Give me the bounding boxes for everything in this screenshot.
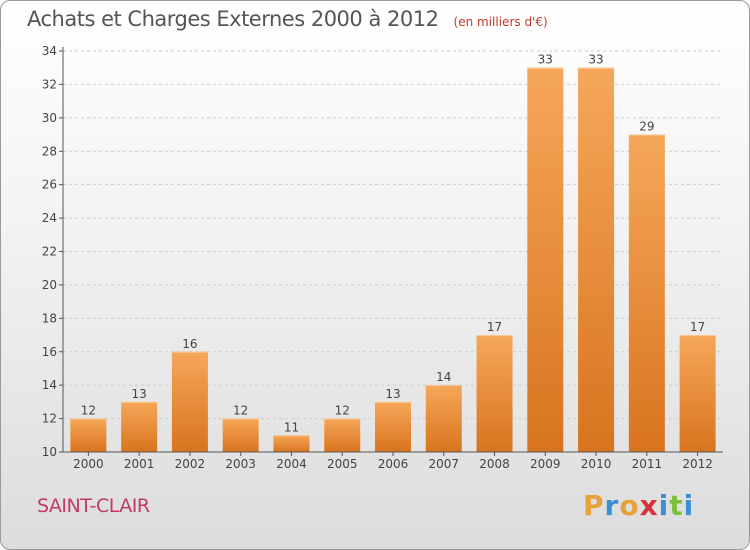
bar-value-label: 11 [284, 420, 299, 434]
y-tick-label: 26 [42, 178, 57, 192]
x-tick-label: 2010 [581, 457, 612, 471]
x-tick-label: 2006 [378, 457, 409, 471]
y-tick-label: 10 [42, 445, 57, 459]
x-tick-label: 2003 [225, 457, 256, 471]
x-tick-label: 2005 [327, 457, 358, 471]
bar [324, 418, 361, 452]
x-tick-label: 2009 [530, 457, 561, 471]
bar-value-label: 13 [132, 387, 147, 401]
chart-subtitle: (en milliers d'€) [453, 15, 548, 29]
bar [628, 134, 665, 452]
logo-letter: t [669, 489, 684, 522]
logo-letter: o [619, 489, 640, 522]
y-tick-label: 16 [42, 345, 57, 359]
bar-value-label: 33 [588, 53, 603, 67]
chart-title: Achats et Charges Externes 2000 à 2012 [27, 7, 439, 31]
commune-name: SAINT-CLAIR [37, 495, 150, 517]
x-tick-label: 2007 [428, 457, 459, 471]
bar [679, 335, 716, 452]
y-tick-label: 30 [42, 111, 57, 125]
x-tick-label: 2000 [73, 457, 104, 471]
y-tick-label: 32 [42, 77, 57, 91]
logo-letter: r [604, 489, 620, 522]
grid-lines [63, 50, 723, 420]
bar-value-label: 12 [335, 404, 350, 418]
y-tick-label: 24 [42, 211, 57, 225]
bar-value-label: 17 [690, 320, 705, 334]
logo-letter: x [639, 489, 659, 522]
bar-value-label: 12 [233, 404, 248, 418]
bar [121, 401, 158, 452]
y-tick-label: 28 [42, 144, 57, 158]
bar [171, 351, 208, 452]
y-tick-label: 14 [42, 378, 57, 392]
bar-value-label: 16 [182, 337, 197, 351]
y-tick-label: 12 [42, 412, 57, 426]
bar [425, 385, 462, 452]
bar [375, 401, 411, 452]
y-tick-label: 34 [42, 44, 57, 58]
axes: 10 12 14 16 18 20 22 24 26 28 30 32 34 [42, 44, 723, 459]
logo-letter: P [583, 489, 605, 522]
bar [527, 67, 564, 452]
y-tick-label: 18 [42, 311, 57, 325]
x-tick-label: 2001 [124, 457, 155, 471]
bar [70, 418, 107, 452]
y-tick-label: 20 [42, 278, 57, 292]
x-tick-label: 2002 [175, 457, 206, 471]
x-tick-label: 2012 [682, 457, 713, 471]
logo-letter: i [658, 489, 670, 522]
bar-value-label: 17 [487, 320, 502, 334]
bar [578, 67, 615, 452]
logo-letter: i [683, 489, 695, 522]
bar-value-label: 12 [81, 404, 96, 418]
bar-value-label: 29 [639, 120, 654, 134]
x-tick-label: 2008 [479, 457, 510, 471]
bars [70, 67, 716, 452]
bar [273, 435, 310, 452]
bar [222, 418, 259, 452]
bar-value-label: 13 [385, 387, 400, 401]
y-tick-label: 22 [42, 245, 57, 259]
title-row: Achats et Charges Externes 2000 à 2012 (… [27, 7, 548, 31]
bar-value-label: 14 [436, 370, 451, 384]
x-tick-label: 2011 [632, 457, 663, 471]
x-tick-label: 2004 [276, 457, 307, 471]
proxiti-logo: Proxiti [583, 489, 694, 522]
bar-value-label: 33 [538, 53, 553, 67]
bar [476, 335, 513, 452]
labels: 12 2000 13 2001 16 2002 12 2003 11 2004 12 2005 13 20… [73, 53, 713, 471]
